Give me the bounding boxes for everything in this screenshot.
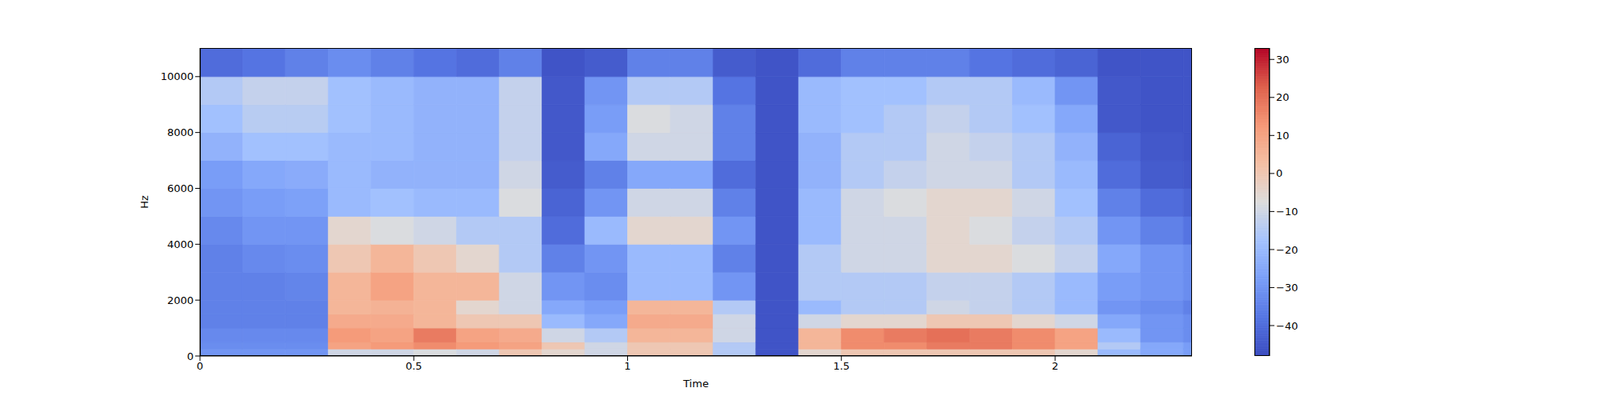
svg-text:10000: 10000 bbox=[160, 70, 194, 83]
svg-text:−30: −30 bbox=[1276, 281, 1298, 294]
svg-text:0: 0 bbox=[187, 350, 194, 363]
svg-text:20: 20 bbox=[1276, 91, 1290, 104]
svg-text:−40: −40 bbox=[1276, 320, 1298, 332]
svg-text:6000: 6000 bbox=[167, 182, 194, 195]
svg-text:10: 10 bbox=[1276, 129, 1290, 142]
svg-text:0: 0 bbox=[196, 360, 204, 372]
svg-text:1: 1 bbox=[624, 360, 631, 372]
svg-text:8000: 8000 bbox=[167, 126, 194, 139]
svg-text:1.5: 1.5 bbox=[832, 360, 850, 372]
svg-text:2: 2 bbox=[1052, 360, 1059, 372]
svg-text:0.5: 0.5 bbox=[405, 360, 423, 372]
svg-text:2000: 2000 bbox=[167, 294, 194, 307]
svg-text:−10: −10 bbox=[1276, 205, 1298, 218]
svg-text:Hz: Hz bbox=[138, 195, 151, 209]
svg-text:Time: Time bbox=[682, 377, 709, 390]
svg-text:4000: 4000 bbox=[167, 238, 194, 251]
svg-text:30: 30 bbox=[1276, 53, 1290, 66]
svg-text:−20: −20 bbox=[1276, 244, 1298, 256]
svg-text:0: 0 bbox=[1276, 167, 1283, 180]
